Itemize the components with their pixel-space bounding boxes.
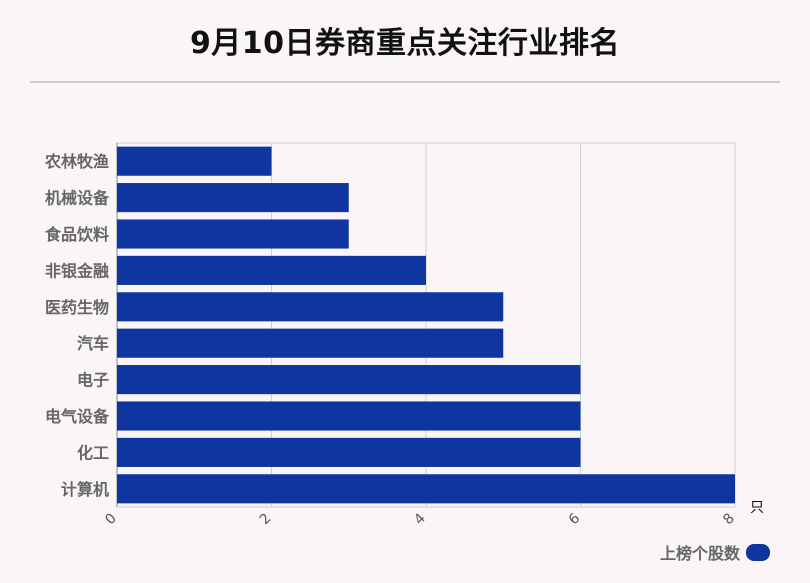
bar bbox=[117, 365, 581, 395]
legend-swatch bbox=[746, 543, 770, 561]
x-tick-label: 2 bbox=[257, 511, 275, 529]
bar bbox=[117, 183, 349, 213]
category-label: 电子 bbox=[77, 371, 109, 390]
x-tick-label: 4 bbox=[411, 510, 429, 528]
title-divider bbox=[30, 81, 780, 83]
category-label: 计算机 bbox=[61, 480, 109, 499]
category-label: 汽车 bbox=[77, 334, 109, 353]
category-label: 医药生物 bbox=[45, 298, 109, 317]
bars bbox=[117, 146, 735, 504]
bar bbox=[117, 437, 581, 467]
category-label: 化工 bbox=[77, 443, 109, 462]
x-tick-label: 0 bbox=[102, 511, 120, 529]
category-label: 农林牧渔 bbox=[44, 152, 109, 171]
bar bbox=[117, 255, 426, 285]
bar bbox=[117, 219, 349, 249]
x-tick-labels: 0 2 4 6 8 bbox=[102, 510, 738, 528]
chart-title: 9月10日券商重点关注行业排名 bbox=[189, 26, 621, 61]
legend: 上榜个股数 bbox=[660, 540, 770, 564]
legend-label: 上榜个股数 bbox=[659, 544, 740, 563]
x-tick-label: 6 bbox=[566, 510, 584, 528]
category-label: 非银金融 bbox=[45, 261, 109, 280]
x-tick-label: 8 bbox=[720, 511, 738, 529]
bar bbox=[117, 328, 504, 358]
category-label: 电气设备 bbox=[45, 407, 110, 426]
category-label: 食品饮料 bbox=[44, 225, 109, 244]
bar bbox=[117, 292, 504, 322]
bar bbox=[117, 401, 581, 431]
x-unit-label: 只 bbox=[750, 500, 764, 516]
category-label: 机械设备 bbox=[45, 189, 110, 208]
bar bbox=[117, 474, 735, 504]
bar bbox=[117, 146, 272, 176]
